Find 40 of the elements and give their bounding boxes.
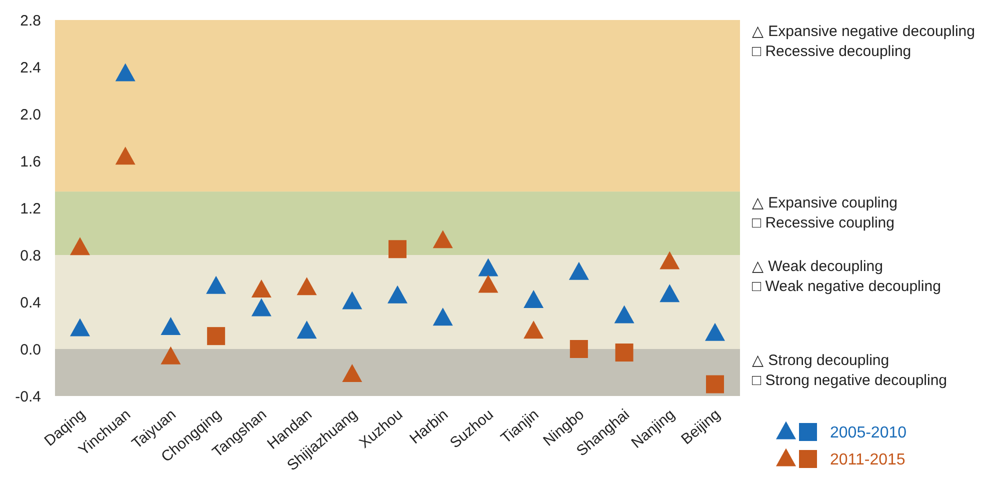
- y-tick-label: 0.4: [20, 294, 41, 312]
- legend-label: 2011-2015: [830, 452, 906, 469]
- band-label: △ Weak decoupling □ Weak negative decoupling: [752, 258, 941, 295]
- point: [115, 63, 136, 82]
- point: [660, 251, 680, 270]
- y-tick-label: 2.0: [20, 106, 41, 124]
- point: [115, 146, 136, 165]
- y-tick-label: 1.6: [20, 153, 41, 170]
- point: [70, 237, 90, 256]
- point: [478, 274, 498, 293]
- point: [614, 305, 634, 324]
- point: [251, 298, 272, 316]
- point: [70, 318, 90, 336]
- point: [296, 277, 317, 296]
- point: [660, 284, 680, 302]
- point: [251, 279, 272, 298]
- y-tick-label: 2.8: [20, 12, 41, 30]
- y-tick-label: 0.8: [20, 247, 41, 264]
- band-label: △ Expansive coupling □ Recessive coupling: [752, 194, 898, 232]
- y-tick-label: -0.4: [15, 388, 41, 406]
- point: [568, 262, 589, 280]
- point: [478, 258, 498, 276]
- point: [524, 290, 544, 308]
- legend-label: 2005-2010: [830, 424, 907, 442]
- point: [342, 364, 362, 382]
- band-label: △ Expansive negative decoupling □ Recessive decoupling: [752, 23, 975, 60]
- point: [206, 276, 226, 294]
- point: [705, 322, 725, 341]
- point: [524, 320, 544, 339]
- point: [160, 317, 181, 336]
- point: [342, 291, 362, 310]
- point: [432, 230, 453, 248]
- y-tick-label: 2.4: [20, 59, 41, 76]
- point: [388, 285, 408, 304]
- point: [296, 320, 317, 339]
- band-label: △ Strong decoupling □ Strong negative decoupling: [752, 352, 948, 389]
- point: [160, 346, 181, 364]
- point: [432, 308, 453, 326]
- y-tick-label: 0.0: [20, 341, 41, 358]
- y-tick-label: 1.2: [20, 200, 41, 218]
